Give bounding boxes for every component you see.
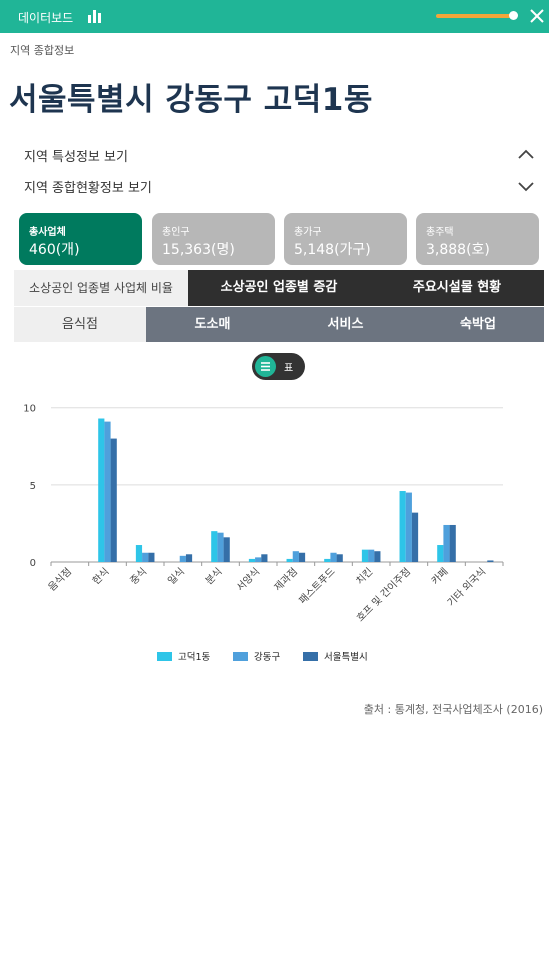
stat-value: 3,888(호) — [426, 242, 490, 258]
bar-9-0 — [399, 491, 406, 562]
x-tick-label: 중식 — [128, 566, 150, 588]
accordion-region-characteristics[interactable]: 지역 특성정보 보기 — [24, 146, 539, 168]
y-tick-label: 10 — [23, 404, 36, 415]
breadcrumb: 지역 종합정보 — [10, 44, 75, 57]
x-tick-label: 카페 — [429, 566, 451, 588]
bar-8-1 — [368, 549, 375, 562]
app-title: 데이터보드 — [18, 11, 74, 25]
stat-card-housing[interactable]: 총주택 3,888(호) — [416, 213, 539, 265]
bar-10-2 — [449, 524, 456, 562]
chevron-down-icon[interactable] — [517, 177, 535, 195]
primary-tabs: 소상공인 업종별 사업체 비율 소상공인 업종별 증감 주요시설물 현황 — [14, 270, 544, 306]
stat-card-businesses[interactable]: 총사업체 460(개) — [19, 213, 142, 265]
tab-major-facilities[interactable]: 주요시설물 현황 — [370, 270, 544, 306]
bar-2-0 — [135, 545, 143, 562]
bar-3-2 — [185, 554, 193, 562]
x-tick-label: 치킨 — [354, 566, 376, 588]
bar-7-0 — [324, 558, 331, 562]
bar-4-1 — [217, 532, 224, 562]
y-tick-label: 5 — [30, 481, 36, 492]
bar-7-1 — [330, 552, 337, 562]
page-title: 서울특별시 강동구 고덕1동 — [9, 82, 373, 118]
stat-label: 총사업체 — [29, 227, 66, 238]
tab-business-ratio[interactable]: 소상공인 업종별 사업체 비율 — [14, 270, 188, 306]
accordion-label: 지역 종합현황정보 보기 — [24, 181, 152, 196]
bar-6-0 — [286, 558, 293, 562]
close-icon[interactable] — [528, 7, 546, 25]
list-icon[interactable] — [255, 356, 276, 377]
top-bar: 데이터보드 — [0, 0, 549, 33]
bar-10-1 — [443, 524, 450, 562]
x-tick-label: 음식점 — [46, 566, 74, 594]
chevron-up-icon[interactable] — [517, 146, 535, 164]
bar-5-2 — [261, 554, 268, 562]
bar-8-2 — [374, 551, 381, 562]
bar-9-1 — [405, 492, 412, 562]
accordion-label: 지역 특성정보 보기 — [24, 150, 128, 165]
x-tick-label: 일식 — [165, 566, 187, 588]
tab-business-change[interactable]: 소상공인 업종별 증감 — [188, 270, 370, 306]
stat-value: 15,363(명) — [162, 242, 235, 258]
bar-5-0 — [248, 558, 256, 562]
legend-label: 강동구 — [254, 652, 280, 663]
secondary-tabs: 음식점 도소매 서비스 숙박업 — [14, 307, 544, 342]
view-toggle[interactable]: 표 — [252, 353, 305, 380]
stat-card-population[interactable]: 총인구 15,363(명) — [152, 213, 275, 265]
source-note: 출처 : 통계청, 전국사업체조사 (2016) — [363, 703, 543, 716]
legend-swatch — [157, 652, 172, 661]
bar-chart-icon[interactable] — [88, 10, 102, 23]
tab-service[interactable]: 서비스 — [279, 307, 412, 342]
tab-restaurant[interactable]: 음식점 — [14, 307, 146, 342]
legend-swatch — [233, 652, 248, 661]
tab-retail[interactable]: 도소매 — [146, 307, 279, 342]
y-tick-label: 0 — [30, 558, 36, 569]
bar-4-0 — [211, 531, 218, 562]
bar-5-1 — [255, 557, 262, 562]
tab-lodging[interactable]: 숙박업 — [412, 307, 544, 342]
accordion-region-overview[interactable]: 지역 종합현황정보 보기 — [24, 177, 539, 199]
bar-2-1 — [142, 552, 149, 562]
x-tick-label: 분식 — [203, 566, 225, 588]
bar-3-1 — [179, 555, 186, 562]
bar-1-2 — [110, 438, 117, 562]
legend-swatch — [303, 652, 318, 661]
legend-label: 서울특별시 — [324, 652, 368, 663]
x-tick-label: 서양식 — [234, 566, 262, 594]
bar-4-2 — [223, 537, 230, 562]
stat-label: 총가구 — [294, 227, 322, 238]
stat-label: 총인구 — [162, 227, 190, 238]
slider-track[interactable] — [436, 14, 516, 18]
bar-6-1 — [292, 551, 299, 562]
bar-6-2 — [298, 552, 306, 562]
legend-label: 고덕1동 — [178, 652, 211, 663]
slider-handle[interactable] — [509, 11, 518, 20]
bar-7-2 — [336, 554, 343, 562]
bar-9-2 — [411, 512, 419, 562]
toggle-table-label: 표 — [284, 363, 294, 374]
bar-11-2 — [487, 560, 494, 562]
x-tick-label: 패스트푸드 — [297, 566, 338, 607]
bar-1-0 — [98, 418, 105, 562]
bar-8-0 — [361, 549, 369, 562]
bar-2-2 — [148, 552, 155, 562]
bar-1-1 — [104, 421, 111, 562]
stat-label: 총주택 — [426, 227, 454, 238]
stat-value: 5,148(가구) — [294, 242, 371, 258]
stat-value: 460(개) — [29, 242, 80, 258]
bar-10-0 — [437, 545, 444, 562]
x-tick-label: 기타 외국식 — [445, 566, 488, 609]
stat-card-households[interactable]: 총가구 5,148(가구) — [284, 213, 407, 265]
x-tick-label: 한식 — [90, 566, 112, 588]
x-tick-label: 제과점 — [272, 566, 300, 594]
